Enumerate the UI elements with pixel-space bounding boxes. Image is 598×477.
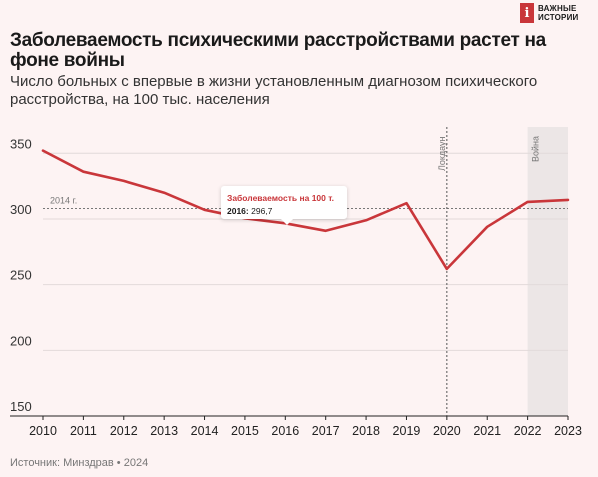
- y-tick-label: 350: [10, 136, 32, 151]
- tooltip: Заболеваемость на 100 т. 2016: 296,7: [221, 186, 347, 225]
- x-tick-label: 2017: [312, 424, 340, 438]
- x-tick-label: 2021: [473, 424, 501, 438]
- lockdown-label: Локдаун: [437, 136, 447, 171]
- tooltip-title: Заболеваемость на 100 т.: [227, 193, 335, 203]
- logo-line-2: ИСТОРИИ: [538, 13, 579, 22]
- x-tick-label: 2014: [191, 424, 219, 438]
- war-label: Война: [531, 136, 541, 162]
- brand-logo: i ВАЖНЫЕ ИСТОРИИ: [520, 3, 578, 23]
- war-shade: [527, 127, 568, 416]
- chart-title: Заболеваемость психическими расстройства…: [10, 30, 546, 71]
- y-tick-label: 200: [10, 333, 32, 348]
- x-tick-label: 2019: [393, 424, 421, 438]
- logo-line-1: ВАЖНЫЕ: [538, 4, 577, 13]
- x-tick-label: 2018: [352, 424, 380, 438]
- x-tick-label: 2011: [70, 424, 97, 438]
- tooltip-body: 2016: 296,7: [227, 205, 341, 218]
- x-tick-label: 2020: [433, 424, 461, 438]
- y-tick-label: 250: [10, 268, 32, 283]
- x-tick-label: 2012: [110, 424, 138, 438]
- y-tick-label: 300: [10, 202, 32, 217]
- tooltip-value: 296,7: [251, 206, 273, 216]
- x-tick-label: 2013: [150, 424, 178, 438]
- x-tick-label: 2023: [554, 424, 582, 438]
- chart-subtitle: Число больных с впервые в жизни установл…: [10, 73, 538, 108]
- source-note: Источник: Минздрав • 2024: [10, 457, 149, 469]
- x-tick-label: 2010: [29, 424, 57, 438]
- reference-line-label: 2014 г.: [50, 195, 77, 205]
- x-tick-label: 2022: [514, 424, 542, 438]
- series-line: [41, 149, 570, 271]
- x-tick-label: 2015: [231, 424, 259, 438]
- y-tick-label: 150: [10, 399, 32, 414]
- x-tick-label: 2016: [271, 424, 299, 438]
- logo-text: ВАЖНЫЕ ИСТОРИИ: [538, 4, 578, 22]
- tooltip-year: 2016:: [227, 206, 249, 216]
- logo-mark: i: [520, 3, 534, 23]
